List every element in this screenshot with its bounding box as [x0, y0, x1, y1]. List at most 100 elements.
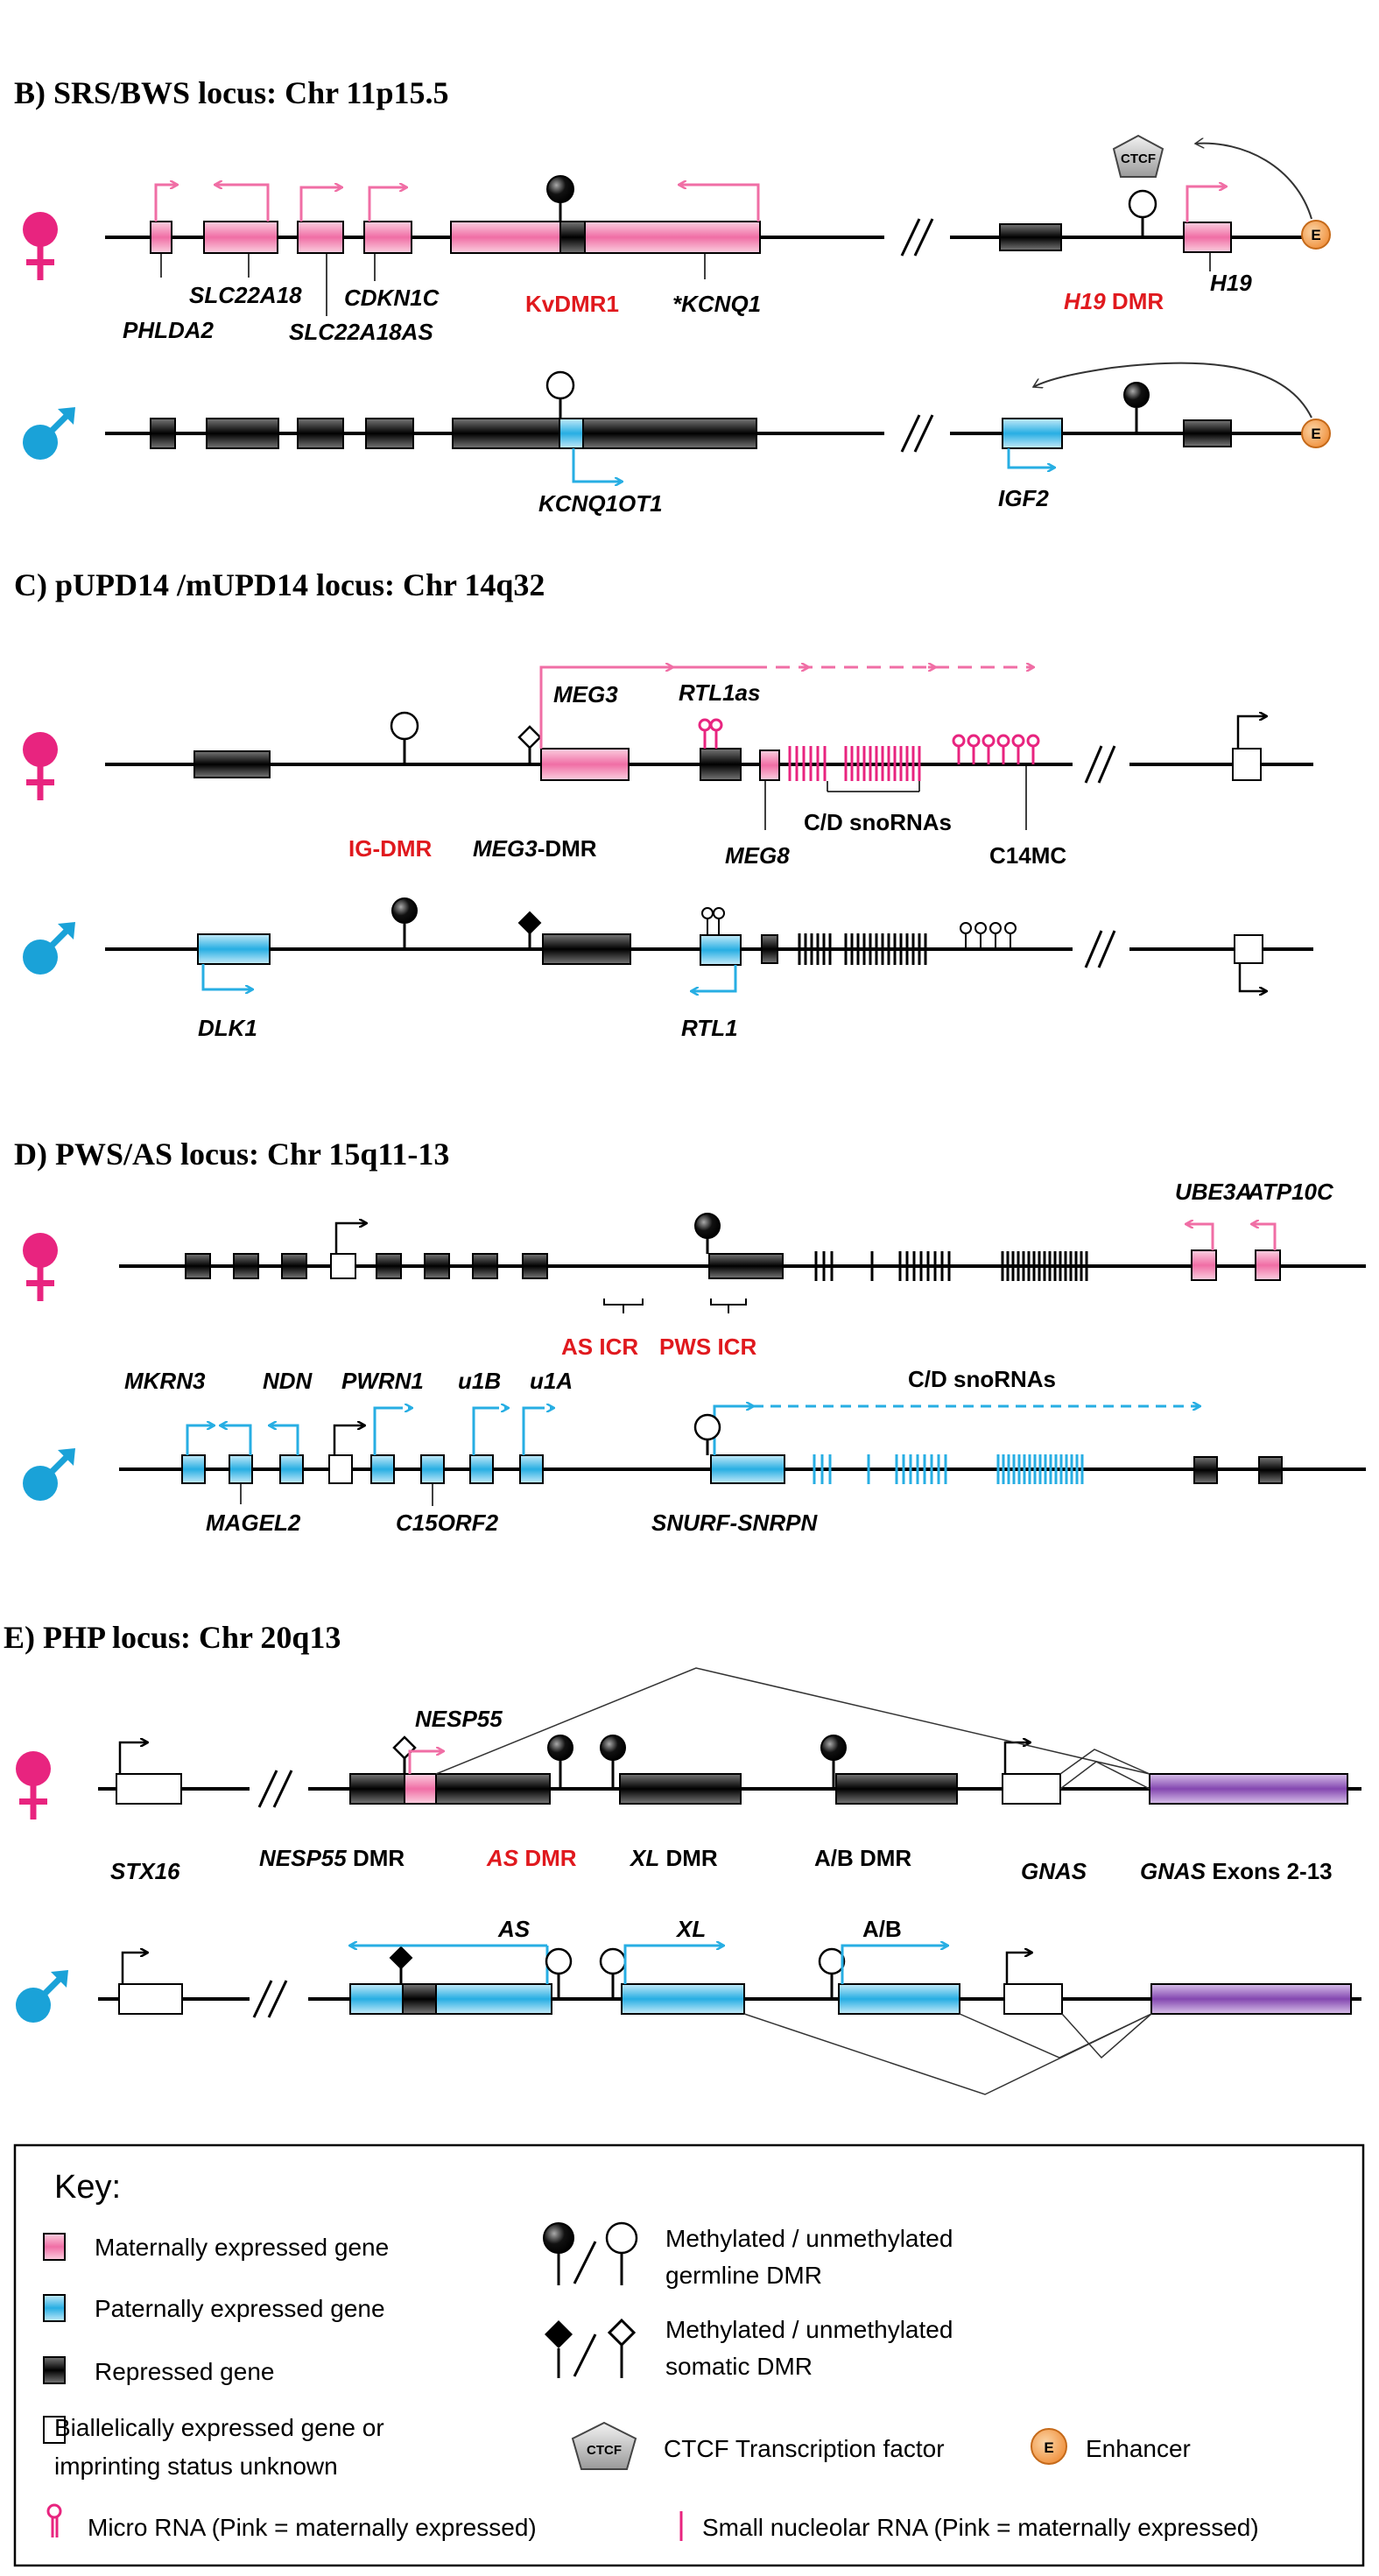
gene-h19	[1183, 222, 1232, 253]
key-ctcf-pentagon-icon: CTCF	[571, 2421, 637, 2470]
label-as: AS	[497, 1916, 531, 1942]
label-magel2: MAGEL2	[206, 1510, 301, 1536]
gene-cdkn1c	[363, 221, 412, 254]
label-cd-snornas-maternal: C/D snoRNAs	[804, 809, 952, 835]
gene-atp10c	[1255, 1249, 1281, 1281]
splice-lines	[435, 1667, 1150, 1790]
snorna-cluster-paternal	[813, 1454, 1084, 1484]
key-maternal: Maternally expressed gene	[95, 2234, 389, 2261]
splice-lines	[743, 2013, 1152, 2095]
key-paternal-swatch	[43, 2294, 66, 2322]
male-symbol-icon	[23, 922, 75, 975]
label-abdmr: A/B DMR	[814, 1845, 911, 1871]
arrow-icon	[154, 185, 177, 222]
diamond-lollipop-icon	[517, 911, 542, 949]
lollipop-icon	[1123, 382, 1150, 433]
label-pws-icr: PWS ICR	[659, 1334, 756, 1360]
label-as-icr: AS ICR	[561, 1334, 638, 1360]
gene-as	[435, 1983, 552, 2015]
snorna-cluster-maternal	[788, 746, 921, 781]
label-rtl1as: RTL1as	[679, 679, 760, 706]
enhancer-circle-icon: E	[1301, 220, 1331, 250]
label-atp10c: ATP10C	[1247, 1179, 1334, 1205]
arrow-icon	[679, 185, 760, 222]
gene-magel2	[229, 1454, 253, 1484]
arrow-icon	[1003, 1742, 1030, 1774]
lollipop-icon	[1128, 189, 1157, 237]
key-title: Key:	[54, 2169, 121, 2206]
label-ube3a: UBE3A	[1175, 1179, 1252, 1205]
lollipop-icon	[391, 897, 418, 949]
gene-c15orf2	[420, 1454, 445, 1484]
gene-slc22a18as	[297, 221, 344, 254]
arrow-icon	[333, 1425, 364, 1455]
key-enhancer-circle-icon: E	[1031, 2428, 1067, 2465]
key-somatic-2: somatic DMR	[665, 2353, 813, 2380]
chromosome-break-icon	[1084, 930, 1116, 968]
label-c15orf2: C15ORF2	[396, 1510, 499, 1536]
chromosome-break-icon	[257, 1770, 293, 1808]
lollipop-icon	[818, 1947, 846, 1999]
gene-u1a	[519, 1454, 544, 1484]
arrow-icon	[1186, 187, 1226, 222]
gene-pwrn1	[328, 1454, 353, 1484]
gene-kvdmr1-repressed	[559, 221, 586, 254]
arrow-icon	[692, 965, 737, 991]
label-slc22a18: SLC22A18	[189, 282, 302, 308]
arrow-icon	[841, 1946, 947, 1984]
arrow-icon	[1236, 716, 1266, 749]
section-c-title: C) pUPD14 /mUPD14 locus: Chr 14q32	[14, 567, 545, 602]
key-germline-lollipop-icon	[543, 2221, 638, 2285]
key-ctcf: CTCF Transcription factor	[664, 2435, 945, 2462]
label-cd-snornas-paternal: C/D snoRNAs	[908, 1366, 1056, 1392]
label-h19dmr: H19 DMR	[1064, 288, 1164, 314]
label-mkrn3: MKRN3	[124, 1368, 206, 1394]
label-xldmr: XL DMR	[629, 1845, 718, 1871]
chromosome-break-icon	[900, 414, 934, 453]
gene-meg8	[759, 750, 780, 781]
label-kcnq1ot1: KCNQ1OT1	[538, 490, 663, 517]
snorna-cluster-maternal	[814, 1251, 1088, 1281]
lollipop-icon	[600, 1735, 626, 1789]
key-biallelic-2: imprinting status unknown	[54, 2453, 338, 2480]
arrow-icon	[215, 185, 270, 222]
key-maternal-swatch	[43, 2233, 66, 2261]
arrow-icon	[623, 1946, 723, 1984]
key-microrna: Micro RNA (Pink = maternally expressed)	[88, 2514, 537, 2541]
gene-phlda2	[150, 221, 172, 254]
label-pwrn1: PWRN1	[341, 1368, 424, 1394]
male-symbol-icon	[23, 407, 75, 460]
arrow-icon	[221, 1425, 252, 1455]
gene-biallelic	[1232, 748, 1262, 781]
label-phlda2: PHLDA2	[123, 317, 215, 343]
brace	[710, 1299, 747, 1313]
diamond-lollipop-icon	[389, 1946, 413, 1984]
key-biallelic-swatch	[43, 2416, 66, 2444]
key-biallelic-1: Biallelically expressed gene or	[54, 2414, 384, 2441]
arrow-icon	[1238, 963, 1266, 991]
label-dlk1: DLK1	[198, 1015, 257, 1041]
svg-text:E: E	[1044, 2439, 1053, 2456]
lollipop-icon	[693, 1413, 721, 1455]
svg-text:E: E	[1311, 227, 1320, 243]
arrow-icon	[186, 1425, 214, 1455]
label-gnas-exons: GNAS Exons 2-13	[1140, 1858, 1333, 1884]
label-u1b: u1B	[458, 1368, 501, 1394]
label-meg8: MEG8	[725, 842, 790, 869]
section-b-title: B) SRS/BWS locus: Chr 11p15.5	[14, 75, 448, 110]
gene-xl	[621, 1983, 745, 2015]
male-symbol-icon	[16, 1970, 68, 2023]
lollipop-icon	[547, 1735, 573, 1789]
gene-nesp55	[404, 1773, 437, 1805]
arrow-icon	[1005, 1953, 1031, 1984]
gene-snurf-snrpn	[710, 1454, 785, 1484]
lollipop-icon	[546, 175, 574, 222]
female-symbol-icon	[23, 212, 58, 280]
diamond-lollipop-icon	[517, 725, 542, 764]
gene-igf2	[1002, 418, 1063, 449]
gene-ube3a	[1191, 1249, 1217, 1281]
svg-text:CTCF: CTCF	[1121, 151, 1156, 166]
arrow-icon	[368, 187, 406, 222]
arrow-icon	[1007, 448, 1054, 468]
